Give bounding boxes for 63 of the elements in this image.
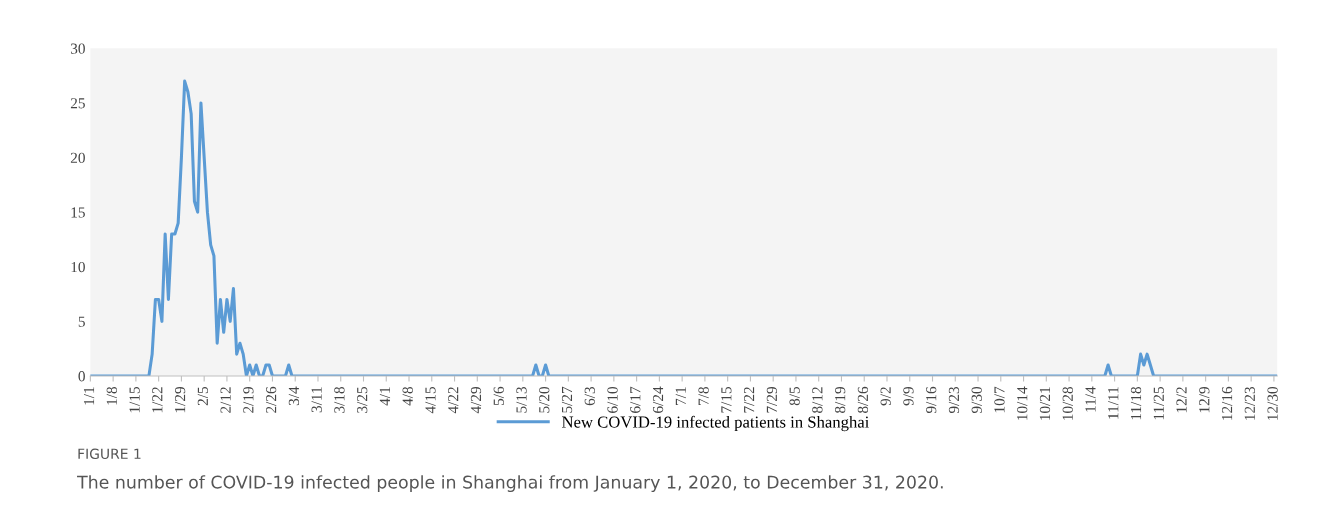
x-tick-label: 8/19 [834,387,846,413]
x-tick-label: 4/8 [402,386,413,406]
x-tick-label: 11/18 [1130,386,1142,420]
x-tick-label: 6/17 [630,386,641,413]
x-tick-label: 10/7 [994,386,1005,413]
x-tick-label: 6/10 [607,386,618,413]
x-tick-label: 4/22 [448,387,459,414]
x-tick-label: 5/6 [493,386,504,406]
x-tick-label: 2/5 [197,386,208,406]
x-tick-label: 6/24 [652,386,664,413]
x-tick-label: 11/4 [1085,386,1096,412]
x-tick-label: 9/16 [926,386,937,414]
x-tick-label: 7/15 [721,386,732,413]
x-tick-label: 11/11 [1108,387,1119,419]
x-tick-label: 7/1 [675,387,686,405]
caption: FIGURE 1 [78,448,141,460]
x-tick-label: 9/30 [971,386,982,414]
x-tick-label: 8/26 [857,386,869,413]
x-tick-label: 5/27 [561,386,573,413]
x-tick-label: 1/22 [152,387,163,413]
x-tick-label: 4/29 [470,387,482,414]
x-tick-label: 2/12 [220,387,231,413]
y-tick-label: 10 [71,261,85,273]
x-tick-label: 1/15 [129,386,140,413]
x-tick-label: 2/26 [266,386,277,413]
x-tick-label: 8/12 [812,387,823,413]
x-tick-label: 7/8 [698,386,709,405]
x-tick-label: 4/15 [425,386,436,414]
legend-label: New COVID-19 infected patients in Shanghai [562,415,870,432]
x-tick-label: 5/13 [516,386,527,413]
x-tick-label: 12/9 [1199,387,1210,413]
x-tick-label: 1/1 [83,387,95,405]
x-tick-label: 3/25 [357,386,368,413]
y-tick-label: 15 [71,207,85,218]
x-tick-label: 3/18 [334,386,345,413]
x-tick-label: 12/30 [1267,386,1278,420]
text: The number of COVID-19 infected people in Shanghai from January 1, 2020, to December 31, 2020. [77,475,943,492]
x-tick-label: 3/4 [288,386,300,406]
y-tick-label: 25 [70,98,85,109]
x-tick-label: 10/21 [1039,387,1051,420]
x-tick-label: 11/25 [1153,386,1164,420]
y-tick-label: 5 [78,316,85,327]
x-tick-label: 3/11 [311,387,322,413]
x-tick-label: 1/29 [174,387,186,413]
x-tick-label: 7/22 [743,387,755,413]
x-tick-label: 7/29 [766,387,778,413]
x-tick-label: 10/28 [1062,386,1073,420]
y-tick-label: 30 [70,43,85,54]
x-tick-label: 10/14 [1017,386,1028,420]
x-tick-label: 2/19 [243,387,254,413]
x-tick-label: 8/5 [789,386,800,406]
x-tick-label: 1/8 [106,386,117,405]
x-tick-label: 9/23 [948,386,960,414]
x-tick-label: 4/1 [379,387,391,406]
x-tick-label: 9/2 [880,387,891,406]
x-tick-label: 6/3 [584,386,595,406]
x-tick-label: 9/9 [903,387,914,406]
x-tick-label: 12/16 [1221,386,1233,420]
y-tick-label: 20 [70,152,85,164]
x-tick-label: 12/2 [1176,387,1187,413]
y-tick-label: 0 [78,371,85,382]
x-tick-label: 5/20 [539,386,550,413]
x-tick-label: 12/23 [1244,386,1255,420]
